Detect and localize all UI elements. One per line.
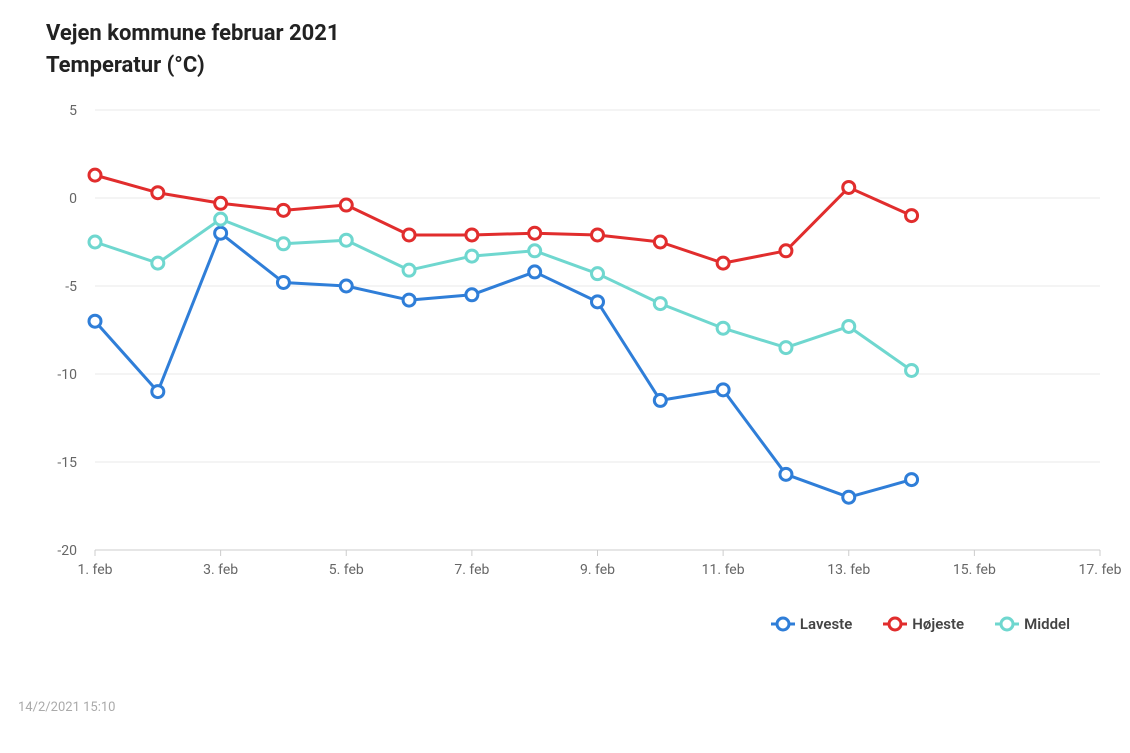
legend-item-middel[interactable]: Middel xyxy=(998,615,1070,633)
x-tick-label: 1. feb xyxy=(77,562,112,578)
series-marker-hojeste[interactable] xyxy=(277,204,289,216)
legend-item-hojeste[interactable]: Højeste xyxy=(886,615,964,633)
series-marker-laveste[interactable] xyxy=(906,474,918,486)
series-marker-laveste[interactable] xyxy=(466,289,478,301)
series-marker-laveste[interactable] xyxy=(592,296,604,308)
chart-legend: Laveste Højeste Middel xyxy=(0,615,1100,633)
series-marker-hojeste[interactable] xyxy=(340,199,352,211)
series-marker-hojeste[interactable] xyxy=(466,229,478,241)
series-marker-middel[interactable] xyxy=(89,236,101,248)
series-marker-hojeste[interactable] xyxy=(780,245,792,257)
page: Vejen kommune februar 2021 Temperatur (°… xyxy=(0,0,1130,753)
temperature-line-chart: 5 0 -5 -10 -15 -201. feb 3. feb 5. feb 7. feb 9. … xyxy=(0,90,1130,610)
series-marker-laveste[interactable] xyxy=(340,280,352,292)
x-tick-label: 3. feb xyxy=(203,562,238,578)
series-marker-middel[interactable] xyxy=(340,234,352,246)
series-marker-middel[interactable] xyxy=(780,342,792,354)
series-marker-hojeste[interactable] xyxy=(215,197,227,209)
series-marker-laveste[interactable] xyxy=(843,491,855,503)
series-marker-middel[interactable] xyxy=(529,245,541,257)
legend-swatch-middel xyxy=(998,615,1016,633)
series-marker-laveste[interactable] xyxy=(654,394,666,406)
x-tick-label: 9. feb xyxy=(580,562,615,578)
series-marker-laveste[interactable] xyxy=(529,266,541,278)
legend-label-middel: Middel xyxy=(1024,615,1070,633)
legend-swatch-laveste xyxy=(774,615,792,633)
series-marker-middel[interactable] xyxy=(843,320,855,332)
series-marker-middel[interactable] xyxy=(592,268,604,280)
y-tick-label: -15 xyxy=(57,455,77,471)
series-marker-hojeste[interactable] xyxy=(654,236,666,248)
x-tick-label: 17. feb xyxy=(1079,562,1122,578)
x-tick-label: 7. feb xyxy=(454,562,489,578)
series-marker-laveste[interactable] xyxy=(780,468,792,480)
y-tick-label: -20 xyxy=(57,543,77,559)
legend-label-hojeste: Højeste xyxy=(912,615,964,633)
series-marker-hojeste[interactable] xyxy=(152,187,164,199)
x-tick-label: 13. feb xyxy=(827,562,870,578)
series-marker-hojeste[interactable] xyxy=(89,169,101,181)
series-marker-middel[interactable] xyxy=(152,257,164,269)
series-marker-laveste[interactable] xyxy=(215,227,227,239)
series-marker-middel[interactable] xyxy=(403,264,415,276)
series-marker-hojeste[interactable] xyxy=(529,227,541,239)
series-marker-middel[interactable] xyxy=(717,322,729,334)
y-tick-label: -5 xyxy=(65,279,77,295)
timestamp-label: 14/2/2021 15:10 xyxy=(18,700,115,715)
legend-swatch-hojeste xyxy=(886,615,904,633)
series-marker-middel[interactable] xyxy=(277,238,289,250)
series-marker-hojeste[interactable] xyxy=(592,229,604,241)
chart-title-line-2: Temperatur (°C) xyxy=(46,50,340,82)
series-marker-middel[interactable] xyxy=(466,250,478,262)
series-marker-laveste[interactable] xyxy=(89,315,101,327)
chart-title-block: Vejen kommune februar 2021 Temperatur (°… xyxy=(46,18,340,82)
series-marker-hojeste[interactable] xyxy=(717,257,729,269)
legend-item-laveste[interactable]: Laveste xyxy=(774,615,852,633)
series-marker-laveste[interactable] xyxy=(717,384,729,396)
chart-plot: 5 0 -5 -10 -15 -201. feb 3. feb 5. feb 7. feb 9. … xyxy=(0,90,1130,610)
series-marker-hojeste[interactable] xyxy=(906,210,918,222)
series-line-laveste xyxy=(95,233,912,497)
series-marker-middel[interactable] xyxy=(215,213,227,225)
y-tick-label: 5 xyxy=(69,103,77,119)
x-tick-label: 15. feb xyxy=(953,562,996,578)
series-marker-hojeste[interactable] xyxy=(403,229,415,241)
y-tick-label: 0 xyxy=(69,191,77,207)
legend-label-laveste: Laveste xyxy=(800,615,852,633)
y-tick-label: -10 xyxy=(57,367,77,383)
x-tick-label: 5. feb xyxy=(329,562,364,578)
chart-title-line-1: Vejen kommune februar 2021 xyxy=(46,18,340,50)
series-marker-laveste[interactable] xyxy=(277,276,289,288)
x-tick-label: 11. feb xyxy=(702,562,745,578)
series-marker-hojeste[interactable] xyxy=(843,181,855,193)
series-marker-middel[interactable] xyxy=(906,364,918,376)
series-marker-middel[interactable] xyxy=(654,298,666,310)
series-marker-laveste[interactable] xyxy=(403,294,415,306)
series-marker-laveste[interactable] xyxy=(152,386,164,398)
